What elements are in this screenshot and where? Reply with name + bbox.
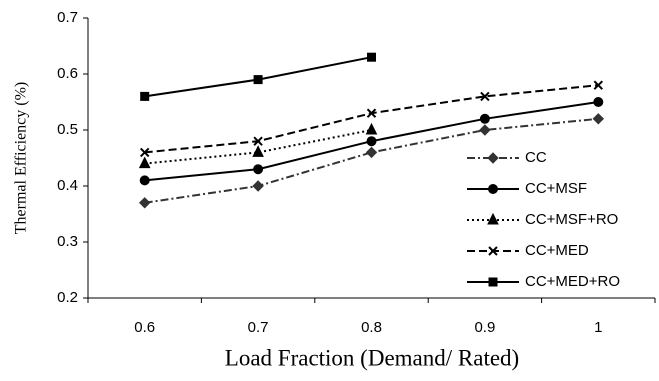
data-point	[365, 146, 378, 159]
legend-label: CC+MSF	[525, 180, 587, 197]
legend-marker	[487, 152, 499, 164]
y-tick-label: 0.7	[57, 9, 78, 26]
data-point	[479, 124, 491, 136]
data-point	[480, 91, 490, 102]
data-point	[139, 147, 150, 158]
data-point	[140, 91, 150, 101]
data-point	[366, 108, 377, 118]
x-tick-label: 0.7	[248, 319, 269, 336]
legend-marker	[487, 212, 499, 225]
data-point	[139, 175, 150, 186]
data-point	[593, 97, 604, 107]
legend-label: CC+MED	[525, 242, 589, 259]
data-point	[252, 145, 264, 157]
x-tick-label: 0.8	[361, 319, 382, 336]
data-point	[253, 136, 263, 146]
data-point	[367, 52, 376, 62]
legend-marker	[488, 184, 498, 194]
legend-marker	[488, 246, 498, 256]
y-axis-label: Thermal Efficiency (%)	[13, 82, 30, 235]
data-point	[253, 164, 264, 175]
x-tick-label: 1	[594, 319, 602, 336]
series-line	[144, 129, 372, 165]
legend-marker	[488, 277, 498, 287]
x-tick-label: 0.9	[474, 319, 495, 336]
data-point	[253, 75, 263, 85]
x-axis-label: Load Fraction (Demand/ Rated)	[225, 345, 519, 370]
legend-label: CC+MED+RO	[525, 273, 620, 290]
data-point	[593, 80, 604, 90]
legend-label: CC+MSF+RO	[525, 211, 618, 228]
data-point	[138, 156, 151, 169]
y-tick-label: 0.4	[57, 177, 78, 194]
data-point	[592, 113, 605, 125]
y-tick-label: 0.6	[57, 65, 78, 82]
data-point	[138, 197, 151, 209]
data-point	[365, 122, 378, 135]
y-tick-label: 0.2	[57, 289, 78, 306]
data-point	[366, 136, 377, 147]
y-tick-label: 0.5	[57, 121, 78, 138]
legend-label: CC	[525, 149, 547, 166]
data-point	[252, 180, 264, 192]
x-tick-label: 0.6	[134, 319, 155, 336]
y-tick-label: 0.3	[57, 233, 78, 250]
data-point	[479, 113, 490, 124]
series-line	[144, 117, 599, 204]
